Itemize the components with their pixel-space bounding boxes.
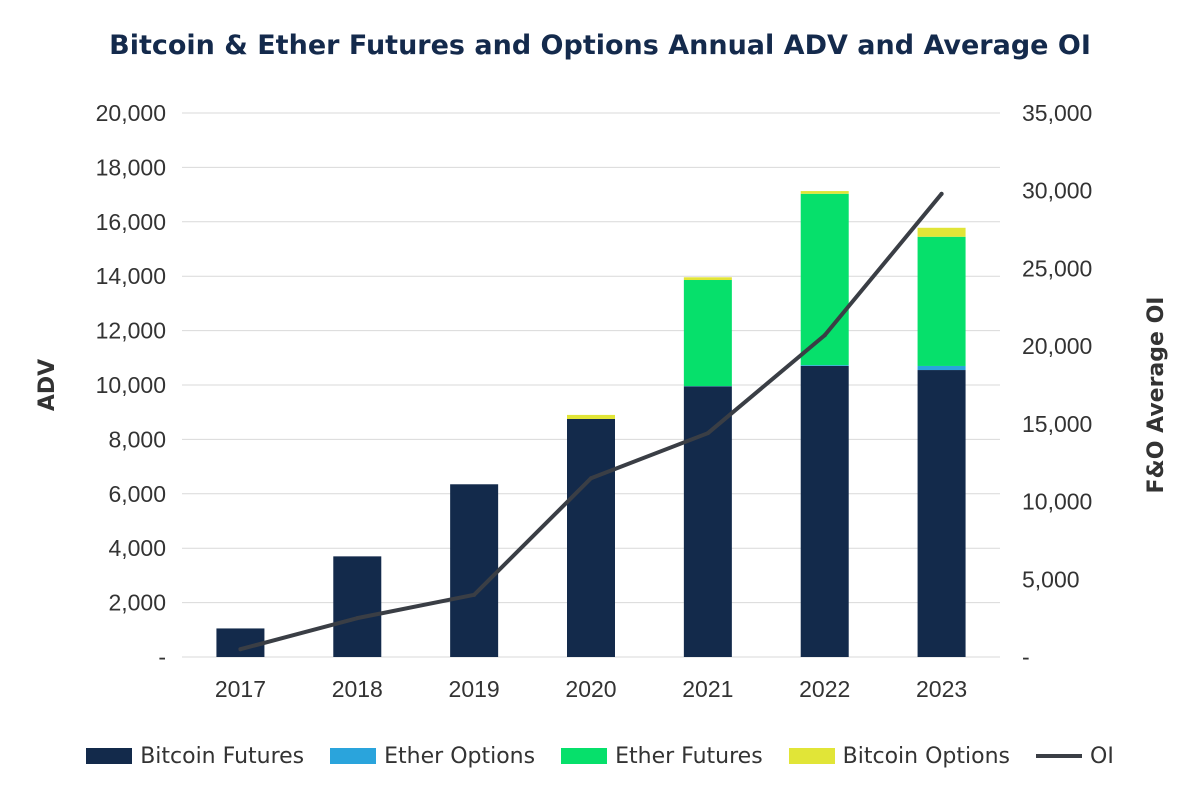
- oi-point: [238, 647, 243, 652]
- legend-item: OI: [1036, 744, 1114, 769]
- x-tick-label: 2019: [449, 676, 500, 702]
- legend-swatch: [561, 748, 608, 764]
- bar-ether-options: [800, 365, 849, 366]
- y2-tick-label: 30,000: [1022, 178, 1092, 204]
- x-tick-label: 2017: [215, 676, 266, 702]
- y-tick-label: 16,000: [96, 209, 166, 235]
- y-tick-label: 2,000: [108, 590, 166, 616]
- bar-bitcoin-futures: [800, 365, 849, 657]
- y2-tick-label: 20,000: [1022, 333, 1092, 359]
- bar-bitcoin-futures: [450, 484, 499, 657]
- y-tick-label: -: [158, 644, 166, 670]
- bar-ether-futures: [683, 280, 732, 387]
- y2-tick-label: -: [1022, 644, 1030, 670]
- y2-tick-label: 10,000: [1022, 489, 1092, 515]
- oi-point: [705, 431, 710, 436]
- y2-tick-label: 15,000: [1022, 411, 1092, 437]
- y-tick-label: 20,000: [96, 100, 166, 126]
- bar-bitcoin-futures: [567, 419, 615, 657]
- legend-swatch: [330, 748, 377, 764]
- oi-point: [472, 592, 477, 597]
- x-tick-label: 2023: [916, 676, 967, 702]
- bar-ether-futures: [917, 236, 966, 366]
- oi-point: [589, 476, 593, 481]
- bar-ether-options: [917, 365, 966, 371]
- x-tick-label: 2021: [682, 676, 733, 702]
- y-tick-label: 18,000: [96, 154, 166, 180]
- chart-plot: - 2,000 4,000 6,000 8,000 10,000 12,000 14,000 1…: [35, 100, 1169, 702]
- bar-bitcoin-futures: [683, 386, 732, 657]
- oi-point: [355, 616, 360, 621]
- chart-title: Bitcoin & Ether Futures and Options Annu…: [109, 30, 1091, 61]
- legend-label: Bitcoin Futures: [140, 743, 305, 769]
- x-tick-label: 2020: [565, 676, 616, 702]
- y-tick-label: 6,000: [108, 481, 166, 507]
- legend-label: Ether Options: [384, 743, 536, 769]
- bar-bitcoin-futures: [333, 556, 382, 657]
- legend-label: Bitcoin Options: [842, 743, 1010, 769]
- legend-item: Ether Futures: [561, 744, 763, 769]
- y-tick-label: 8,000: [108, 426, 166, 452]
- y-tick-label: 14,000: [96, 263, 166, 289]
- y2-tick-label: 35,000: [1022, 100, 1092, 126]
- legend-swatch: [788, 748, 835, 764]
- y2-axis-title: F&O Average OI: [1144, 297, 1169, 494]
- y-tick-label: 10,000: [96, 372, 166, 398]
- y2-tick-label: 25,000: [1022, 255, 1092, 281]
- legend-item: Bitcoin Futures: [86, 744, 304, 769]
- x-tick-label: 2022: [799, 676, 850, 702]
- oi-point: [822, 333, 827, 338]
- y-axis-title: ADV: [35, 359, 60, 411]
- legend-swatch: [1036, 754, 1082, 758]
- bar-bitcoin-futures: [216, 628, 265, 657]
- legend-item: Ether Options: [330, 744, 535, 769]
- chart-legend: Bitcoin Futures Ether Options Ether Future…: [0, 736, 1200, 776]
- legend-item: Bitcoin Options: [788, 743, 1010, 769]
- bar-bitcoin-options: [917, 227, 966, 237]
- bar-bitcoin-options: [683, 277, 732, 281]
- bar-bitcoin-futures: [917, 370, 966, 657]
- bar-bitcoin-options: [800, 191, 849, 194]
- y-tick-label: 12,000: [96, 318, 166, 344]
- legend-swatch: [86, 748, 133, 764]
- bar-bitcoin-options: [567, 414, 615, 419]
- y-tick-label: 4,000: [108, 535, 166, 561]
- bar-ether-futures: [800, 193, 849, 366]
- y2-tick-label: 5,000: [1022, 566, 1080, 592]
- x-tick-label: 2018: [332, 676, 383, 702]
- oi-point: [939, 191, 944, 196]
- legend-label: Ether Futures: [615, 743, 763, 769]
- legend-label: OI: [1090, 743, 1114, 769]
